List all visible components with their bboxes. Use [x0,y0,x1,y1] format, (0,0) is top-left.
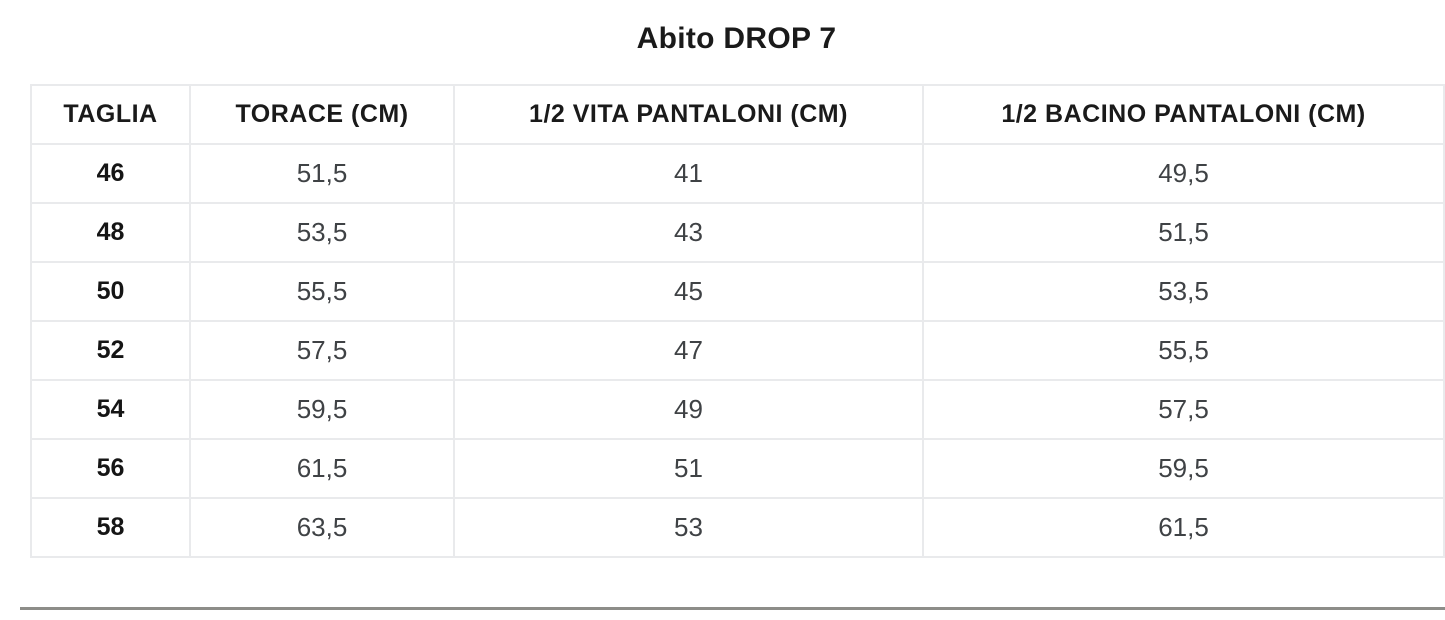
measurement-cell: 59,5 [189,379,455,440]
measurement-cell: 41 [453,143,924,204]
measurement-cell: 59,5 [922,438,1445,499]
measurement-cell: 45 [453,261,924,322]
measurement-cell: 53,5 [189,202,455,263]
column-header-taglia: TAGLIA [30,84,191,145]
size-cell: 52 [30,320,191,381]
size-cell: 46 [30,143,191,204]
size-cell: 56 [30,438,191,499]
table-row: 48 53,5 43 51,5 [30,202,1445,263]
table-row: 54 59,5 49 57,5 [30,379,1445,440]
table-row: 46 51,5 41 49,5 [30,143,1445,204]
measurement-cell: 43 [453,202,924,263]
table-row: 58 63,5 53 61,5 [30,497,1445,558]
size-cell: 48 [30,202,191,263]
measurement-cell: 53 [453,497,924,558]
measurement-cell: 51 [453,438,924,499]
measurement-cell: 61,5 [189,438,455,499]
column-header-vita-pantaloni: 1/2 VITA PANTALONI (CM) [453,84,924,145]
measurement-cell: 57,5 [922,379,1445,440]
bottom-divider [20,607,1445,610]
measurement-cell: 55,5 [189,261,455,322]
column-header-bacino-pantaloni: 1/2 BACINO PANTALONI (CM) [922,84,1445,145]
measurement-cell: 61,5 [922,497,1445,558]
measurement-cell: 51,5 [189,143,455,204]
measurement-cell: 55,5 [922,320,1445,381]
size-cell: 50 [30,261,191,322]
measurement-cell: 57,5 [189,320,455,381]
measurement-cell: 63,5 [189,497,455,558]
measurement-cell: 47 [453,320,924,381]
size-table: TAGLIA TORACE (CM) 1/2 VITA PANTALONI (C… [30,84,1445,558]
size-cell: 54 [30,379,191,440]
table-row: 52 57,5 47 55,5 [30,320,1445,381]
size-cell: 58 [30,497,191,558]
measurement-cell: 53,5 [922,261,1445,322]
column-header-torace: TORACE (CM) [189,84,455,145]
measurement-cell: 51,5 [922,202,1445,263]
measurement-cell: 49,5 [922,143,1445,204]
header-row: TAGLIA TORACE (CM) 1/2 VITA PANTALONI (C… [30,84,1445,145]
page-title: Abito DROP 7 [636,22,837,55]
table-row: 50 55,5 45 53,5 [30,261,1445,322]
size-table-header: TAGLIA TORACE (CM) 1/2 VITA PANTALONI (C… [30,84,1445,145]
measurement-cell: 49 [453,379,924,440]
table-body: 46 51,5 41 49,5 48 53,5 43 51,5 50 55,5 45 53,5 52 57… [30,143,1445,558]
table-row: 56 61,5 51 59,5 [30,438,1445,499]
